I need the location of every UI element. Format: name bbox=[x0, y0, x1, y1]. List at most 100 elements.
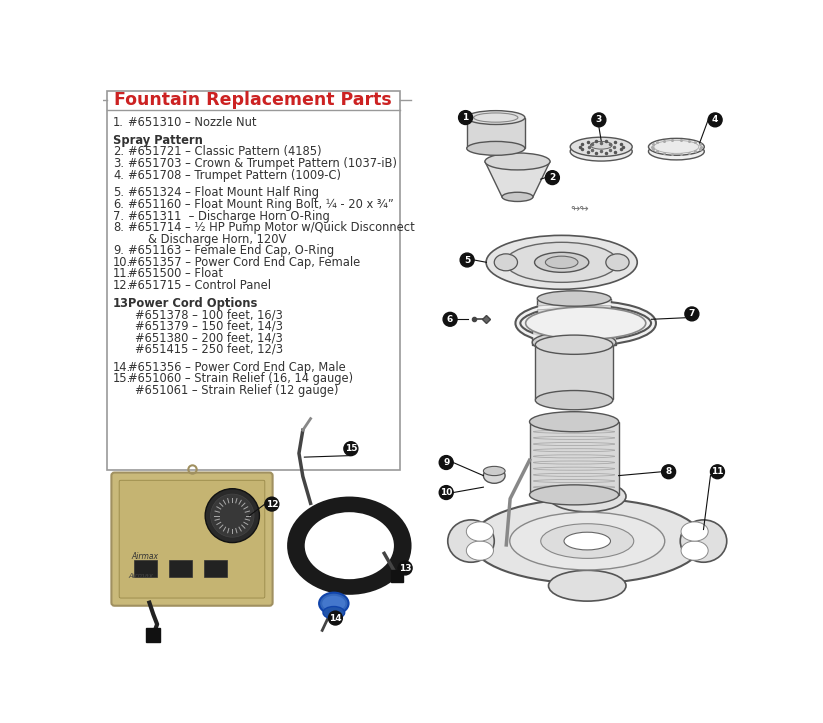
Text: 4: 4 bbox=[712, 116, 718, 124]
Text: 12: 12 bbox=[266, 500, 278, 508]
Text: 10: 10 bbox=[440, 488, 453, 497]
Ellipse shape bbox=[483, 468, 505, 483]
Ellipse shape bbox=[448, 520, 495, 562]
Text: 13: 13 bbox=[399, 563, 412, 573]
Ellipse shape bbox=[681, 522, 708, 541]
Ellipse shape bbox=[541, 523, 634, 558]
Text: 11: 11 bbox=[711, 467, 723, 476]
Ellipse shape bbox=[483, 466, 505, 476]
Text: #651500 – Float: #651500 – Float bbox=[128, 268, 224, 281]
Ellipse shape bbox=[537, 312, 611, 332]
Text: #651379 – 150 feet, 14/3: #651379 – 150 feet, 14/3 bbox=[135, 320, 282, 333]
Circle shape bbox=[205, 489, 259, 542]
Ellipse shape bbox=[518, 303, 653, 343]
Bar bbox=[535, 345, 613, 398]
Ellipse shape bbox=[319, 593, 349, 615]
Text: 12.: 12. bbox=[113, 279, 131, 292]
Text: 1.: 1. bbox=[113, 116, 123, 129]
Circle shape bbox=[439, 455, 453, 469]
Text: #651708 – Trumpet Pattern (1009-C): #651708 – Trumpet Pattern (1009-C) bbox=[128, 168, 342, 181]
Ellipse shape bbox=[467, 111, 525, 124]
Bar bbox=[134, 560, 157, 577]
Text: #651415 – 250 feet, 12/3: #651415 – 250 feet, 12/3 bbox=[135, 343, 283, 356]
Text: #651378 – 100 feet, 16/3: #651378 – 100 feet, 16/3 bbox=[135, 308, 282, 321]
Text: & Discharge Horn, 120V: & Discharge Horn, 120V bbox=[148, 233, 286, 246]
Text: Airmax: Airmax bbox=[128, 573, 153, 578]
Text: #651714 – ½ HP Pump Motor w/Quick Disconnect: #651714 – ½ HP Pump Motor w/Quick Discon… bbox=[128, 221, 415, 234]
Text: #651703 – Crown & Trumpet Pattern (1037-iB): #651703 – Crown & Trumpet Pattern (1037-… bbox=[128, 157, 398, 170]
Text: 15.: 15. bbox=[113, 372, 131, 385]
Ellipse shape bbox=[322, 596, 346, 611]
Ellipse shape bbox=[535, 252, 588, 273]
Text: 11.: 11. bbox=[113, 268, 131, 281]
Text: 8.: 8. bbox=[113, 221, 123, 234]
Ellipse shape bbox=[486, 236, 637, 289]
Ellipse shape bbox=[535, 390, 613, 410]
Text: 3: 3 bbox=[596, 116, 602, 124]
Bar bbox=[169, 560, 192, 577]
Circle shape bbox=[460, 253, 474, 267]
Circle shape bbox=[265, 497, 279, 511]
Ellipse shape bbox=[590, 142, 612, 149]
Circle shape bbox=[398, 561, 412, 575]
Ellipse shape bbox=[570, 137, 632, 156]
Text: #651163 – Female End Cap, O-Ring: #651163 – Female End Cap, O-Ring bbox=[128, 244, 335, 257]
Text: 2: 2 bbox=[549, 173, 556, 182]
Bar bbox=[529, 422, 619, 495]
Bar bbox=[537, 299, 611, 343]
Bar bbox=[107, 90, 400, 470]
Text: #651310 – Nozzle Nut: #651310 – Nozzle Nut bbox=[128, 116, 257, 129]
Text: #651357 – Power Cord End Cap, Female: #651357 – Power Cord End Cap, Female bbox=[128, 256, 360, 269]
Circle shape bbox=[662, 465, 676, 479]
Text: 13.: 13. bbox=[113, 296, 133, 309]
Text: Spray Pattern: Spray Pattern bbox=[113, 134, 202, 147]
Ellipse shape bbox=[495, 254, 518, 271]
Ellipse shape bbox=[526, 307, 646, 339]
Ellipse shape bbox=[537, 291, 611, 307]
Bar bbox=[467, 118, 525, 148]
Ellipse shape bbox=[548, 570, 626, 601]
Circle shape bbox=[458, 111, 472, 124]
Text: 2.: 2. bbox=[113, 145, 124, 158]
Circle shape bbox=[439, 486, 453, 500]
FancyBboxPatch shape bbox=[119, 480, 265, 598]
Text: #651060 – Strain Relief (16, 14 gauge): #651060 – Strain Relief (16, 14 gauge) bbox=[128, 372, 354, 385]
Text: #651160 – Float Mount Ring Bolt, ¼ - 20 x ¾”: #651160 – Float Mount Ring Bolt, ¼ - 20 … bbox=[128, 198, 394, 211]
Circle shape bbox=[443, 312, 457, 326]
Text: #651061 – Strain Relief (12 gauge): #651061 – Strain Relief (12 gauge) bbox=[135, 384, 338, 397]
Ellipse shape bbox=[485, 153, 550, 170]
Ellipse shape bbox=[532, 332, 616, 353]
Ellipse shape bbox=[564, 532, 611, 550]
Bar bbox=[203, 560, 227, 577]
Text: 14: 14 bbox=[329, 614, 342, 623]
Text: #651715 – Control Panel: #651715 – Control Panel bbox=[128, 279, 272, 292]
Ellipse shape bbox=[502, 192, 533, 202]
Text: Fountain Replacement Parts: Fountain Replacement Parts bbox=[114, 91, 392, 109]
Text: #651721 – Classic Pattern (4185): #651721 – Classic Pattern (4185) bbox=[128, 145, 322, 158]
Ellipse shape bbox=[323, 607, 345, 619]
Ellipse shape bbox=[529, 411, 619, 432]
Text: 15: 15 bbox=[345, 444, 357, 453]
Ellipse shape bbox=[467, 142, 525, 155]
Text: #651311  – Discharge Horn O-Ring: #651311 – Discharge Horn O-Ring bbox=[128, 210, 330, 223]
Text: 7.: 7. bbox=[113, 210, 124, 223]
Circle shape bbox=[344, 442, 358, 455]
Circle shape bbox=[546, 171, 560, 184]
Circle shape bbox=[710, 465, 724, 479]
Ellipse shape bbox=[681, 541, 708, 560]
Circle shape bbox=[211, 494, 254, 537]
Ellipse shape bbox=[681, 520, 727, 562]
Circle shape bbox=[328, 611, 342, 625]
Ellipse shape bbox=[467, 522, 494, 541]
Text: 5.: 5. bbox=[113, 187, 124, 200]
Text: 9: 9 bbox=[443, 458, 449, 467]
Circle shape bbox=[685, 307, 699, 321]
Ellipse shape bbox=[606, 254, 629, 271]
Text: Airmax: Airmax bbox=[132, 552, 159, 561]
Text: 9.: 9. bbox=[113, 244, 123, 257]
Ellipse shape bbox=[548, 481, 626, 512]
Ellipse shape bbox=[546, 256, 578, 268]
Ellipse shape bbox=[505, 242, 618, 283]
Text: 7: 7 bbox=[689, 309, 695, 318]
Ellipse shape bbox=[509, 512, 665, 570]
